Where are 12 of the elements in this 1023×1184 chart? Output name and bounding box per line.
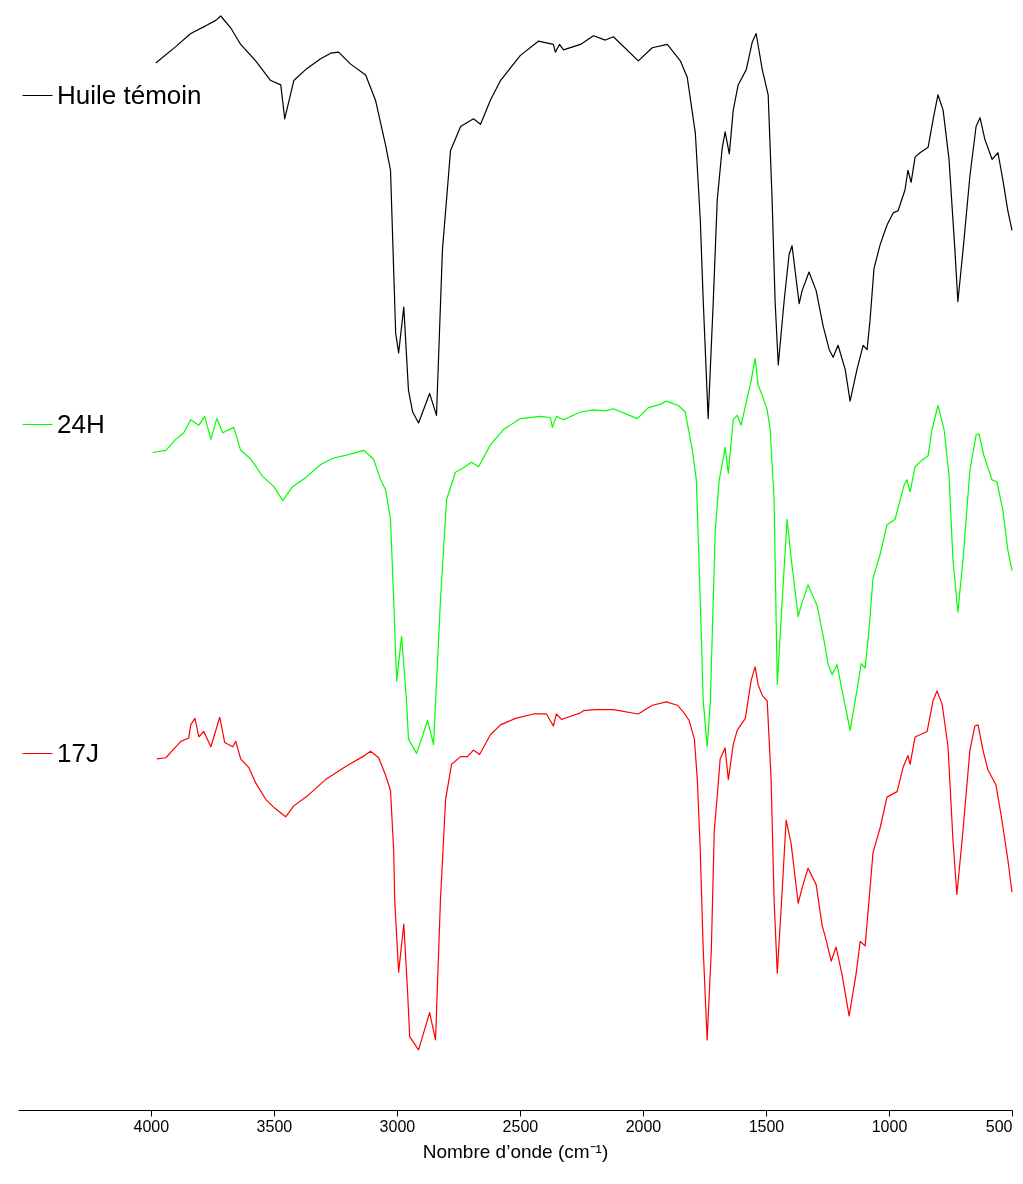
- x-tick-label: 1000: [871, 1117, 908, 1135]
- legend-label: 24H: [57, 408, 105, 439]
- x-tick-label: 500: [985, 1117, 1013, 1135]
- x-axis-title: Nombre d’onde (cm⁻¹): [422, 1140, 609, 1162]
- x-tick-label: 4000: [133, 1117, 170, 1135]
- legend-label: 17J: [57, 737, 99, 768]
- legend-label: Huile témoin: [57, 79, 202, 110]
- x-tick-label: 2500: [502, 1117, 539, 1135]
- x-tick-label: 2000: [625, 1117, 662, 1135]
- x-tick-label: 1500: [748, 1117, 785, 1135]
- x-tick-label: 3500: [256, 1117, 293, 1135]
- x-tick-label: 3000: [379, 1117, 416, 1135]
